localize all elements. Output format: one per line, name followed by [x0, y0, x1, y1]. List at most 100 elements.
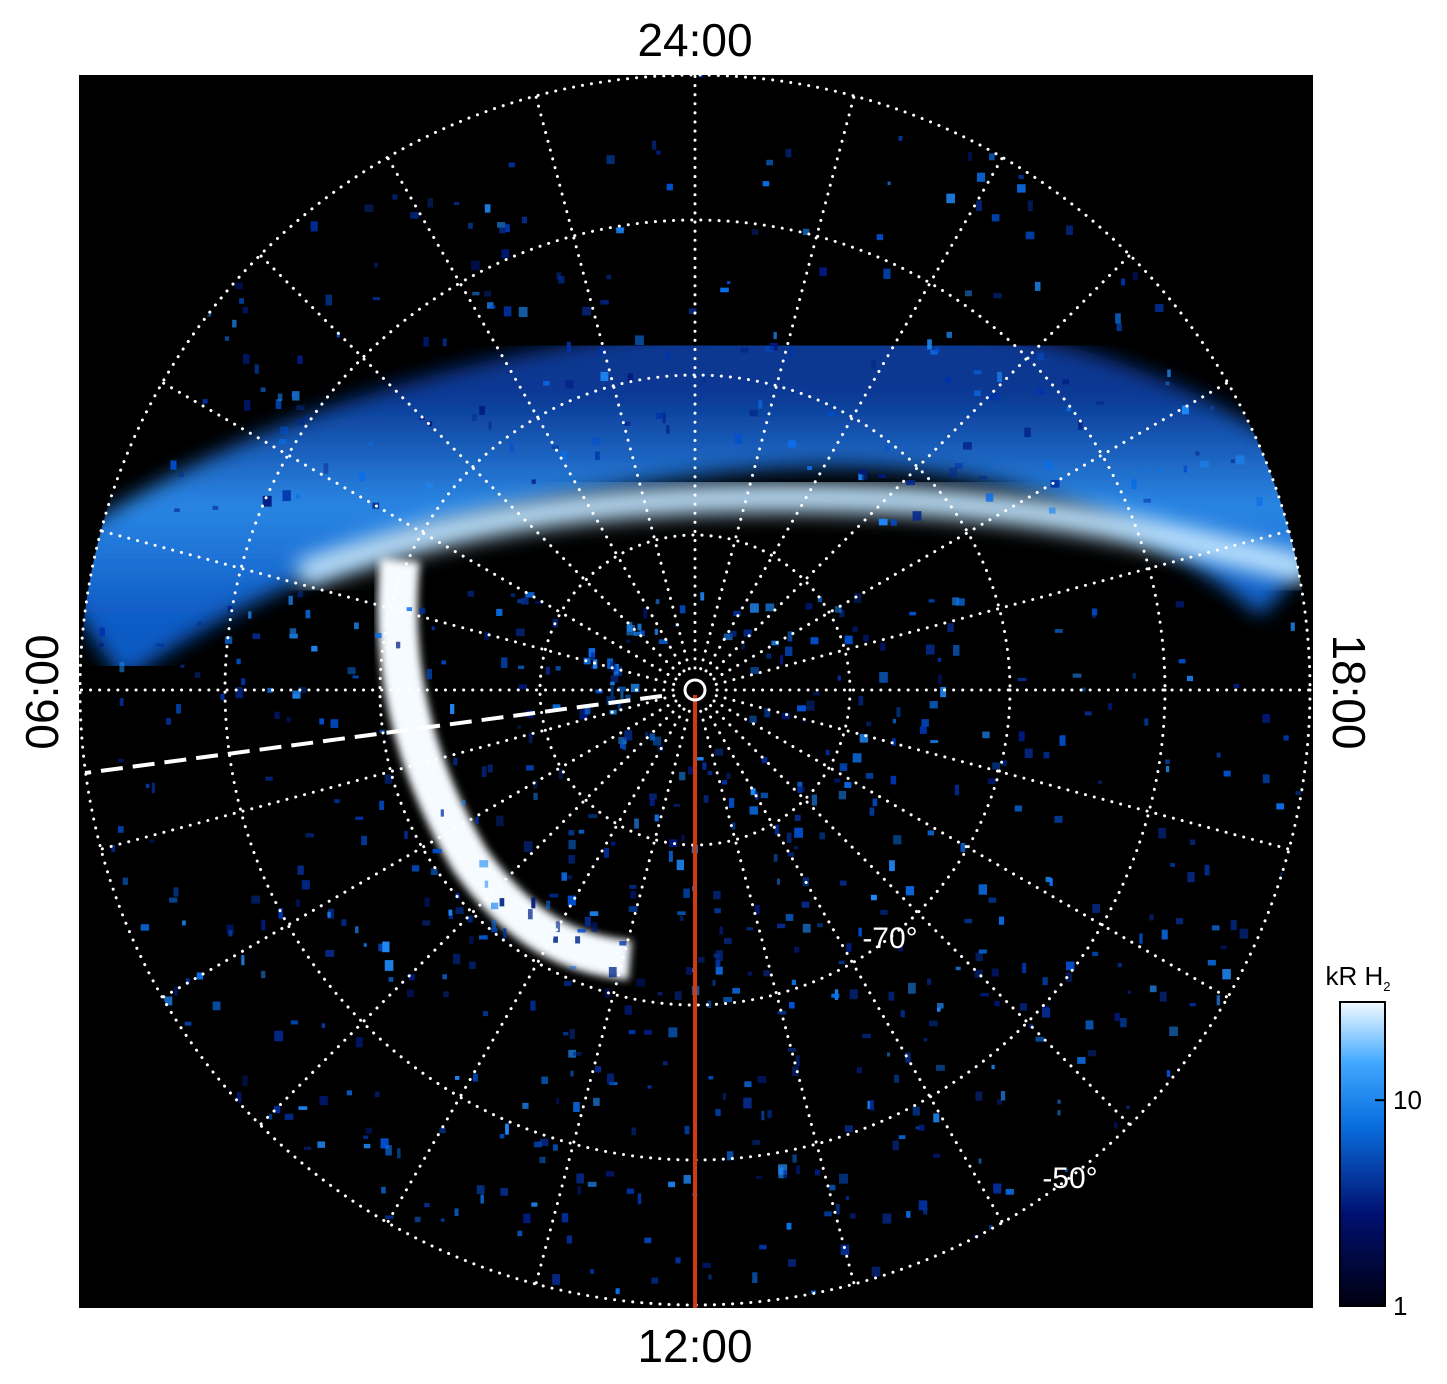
speckle — [499, 898, 505, 907]
meridian-line — [704, 707, 1004, 1225]
speckle — [763, 970, 770, 977]
speckle — [893, 835, 902, 845]
speckle — [1262, 774, 1270, 784]
speckle — [637, 623, 642, 631]
speckle — [729, 630, 737, 637]
speckle — [194, 672, 201, 678]
speckle — [501, 249, 510, 259]
speckle — [898, 1135, 906, 1140]
speckle — [743, 1097, 752, 1109]
speckle — [900, 1010, 905, 1018]
speckle — [789, 347, 794, 358]
speckle — [260, 387, 266, 393]
speckle — [915, 1126, 920, 1130]
speckle — [1166, 1070, 1171, 1077]
speckle — [666, 425, 670, 434]
speckle — [248, 611, 252, 619]
speckle — [406, 607, 412, 612]
speckle — [994, 392, 1001, 401]
speckle — [673, 803, 680, 808]
speckle — [776, 878, 780, 885]
speckle — [1072, 673, 1082, 678]
speckle — [631, 1127, 637, 1136]
speckle — [501, 657, 508, 669]
speckle — [1175, 601, 1184, 608]
speckle — [707, 1000, 712, 1009]
latitude-label: -70° — [862, 922, 917, 955]
speckle — [679, 771, 686, 781]
speckle — [649, 733, 655, 741]
speckle — [453, 201, 460, 206]
speckle — [388, 977, 394, 982]
speckle — [743, 629, 752, 637]
speckle — [844, 782, 852, 788]
speckle — [280, 426, 289, 435]
colorbar-label-text: kR H — [1325, 961, 1383, 991]
speckle — [965, 290, 972, 297]
speckle — [118, 758, 124, 763]
speckle — [471, 414, 477, 421]
speckle — [993, 1183, 1002, 1194]
speckle — [993, 292, 1002, 299]
speckle — [119, 698, 124, 706]
speckle — [414, 1216, 421, 1223]
speckle — [964, 918, 973, 924]
speckle — [613, 666, 623, 677]
speckle — [298, 686, 307, 694]
speckle — [651, 1277, 659, 1284]
speckle — [1189, 839, 1196, 846]
speckle — [358, 472, 366, 482]
speckle — [1169, 1026, 1178, 1036]
speckle — [347, 667, 356, 675]
speckle — [1064, 1168, 1068, 1172]
speckle — [946, 331, 952, 338]
speckle — [628, 905, 638, 913]
speckle — [325, 950, 335, 957]
speckle — [227, 605, 233, 612]
speckle — [912, 1106, 920, 1116]
speckle — [880, 642, 886, 651]
speckle — [624, 730, 633, 741]
speckle — [1085, 1020, 1094, 1030]
speckle — [835, 1203, 840, 1215]
speckle — [555, 666, 561, 671]
speckle — [752, 1272, 758, 1283]
speckle — [774, 824, 779, 835]
speckle — [1017, 677, 1027, 682]
dashed-line — [84, 694, 663, 775]
speckle — [368, 441, 373, 446]
speckle — [1062, 379, 1069, 385]
speckle — [267, 687, 273, 693]
speckle — [1165, 381, 1170, 386]
speckle — [558, 769, 563, 779]
speckle — [244, 399, 251, 411]
speckle — [852, 753, 862, 763]
speckle — [702, 762, 707, 770]
speckle — [658, 639, 668, 645]
meridian-line — [699, 94, 856, 671]
speckle — [844, 1125, 853, 1133]
speckle — [341, 919, 347, 926]
speckle — [491, 928, 498, 933]
speckle — [242, 307, 249, 314]
speckle — [892, 738, 896, 746]
speckle — [1087, 1050, 1097, 1057]
speckle — [1001, 760, 1007, 766]
speckle — [582, 306, 592, 316]
speckle — [505, 224, 510, 233]
speckle — [1132, 672, 1136, 679]
speckle — [1005, 1188, 1014, 1195]
speckle — [872, 798, 878, 807]
speckle — [1175, 918, 1184, 925]
meridian-line — [712, 381, 1230, 681]
speckle — [564, 980, 572, 987]
hour-label: 18:00 — [1323, 634, 1375, 749]
speckle — [1262, 713, 1271, 723]
speckle — [991, 214, 1000, 222]
speckle — [628, 1030, 636, 1035]
speckle — [859, 469, 867, 475]
speckle — [932, 1153, 941, 1158]
speckle — [593, 1097, 600, 1106]
speckle — [491, 920, 496, 929]
speckle — [898, 135, 903, 141]
